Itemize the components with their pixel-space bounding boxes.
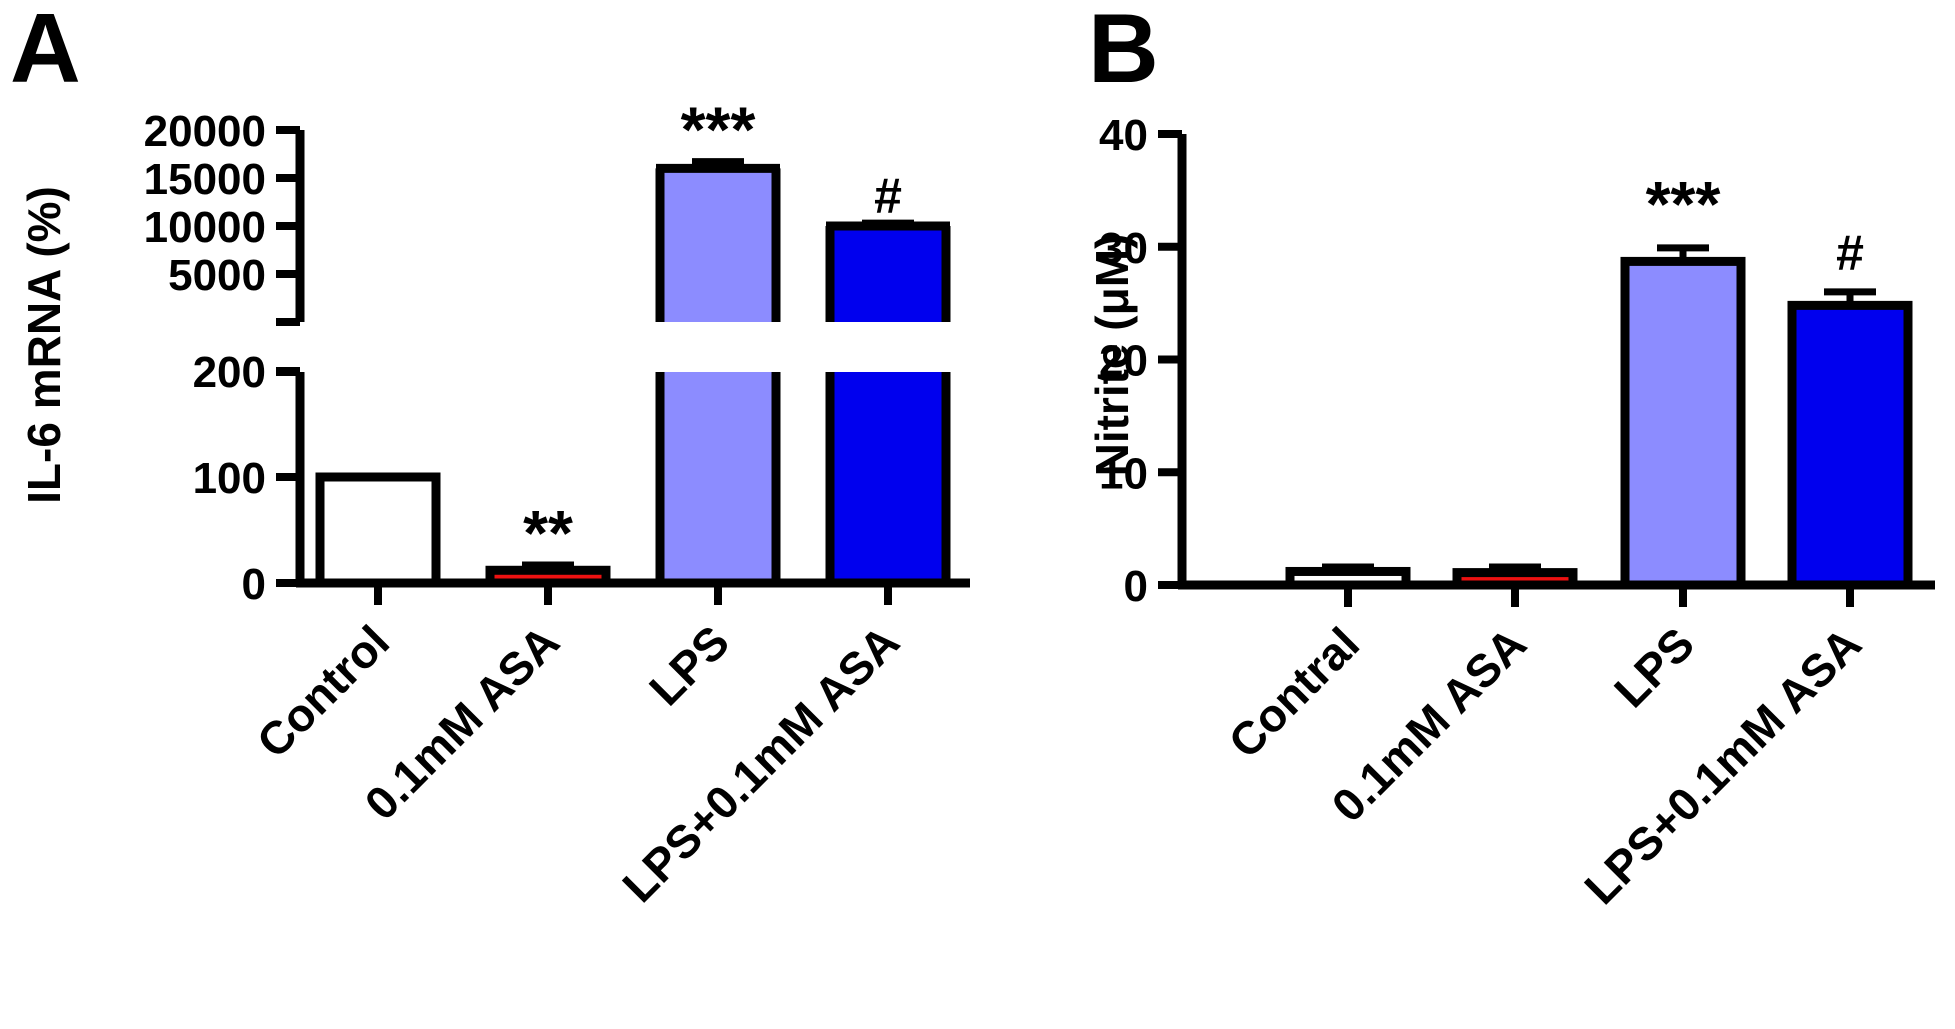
y-axis-label: Nitrite (μM) [1086, 234, 1138, 477]
y-tick-label-15000: 15000 [144, 155, 266, 204]
x-tick-label-lps: LPS [639, 615, 739, 715]
bar-control [315, 472, 441, 588]
y-tick-label-40: 40 [1099, 111, 1148, 160]
x-tick-label-lps: LPS [1604, 617, 1704, 717]
panel-label-a: A [10, 0, 81, 103]
significance-lps-0-1mm-asa: # [1836, 225, 1864, 281]
y-tick-label-0: 0 [1124, 562, 1148, 611]
x-tick-label-control: Control [247, 615, 399, 767]
y-tick-label-20000: 20000 [144, 107, 266, 156]
significance-lps: *** [1646, 168, 1721, 240]
y-axis-label: IL-6 mRNA (%) [18, 186, 70, 504]
x-tick-label-contral: Contral [1218, 617, 1369, 768]
y-tick-label-30: 30 [1099, 224, 1148, 273]
bar-lps-upper [660, 168, 776, 322]
y-tick-label-20: 20 [1099, 337, 1148, 386]
x-tick-label-lps-0-1mm-asa: LPS+0.1mM ASA [1574, 617, 1871, 914]
y-tick-label-5000: 5000 [168, 251, 266, 300]
y-tick-label-0: 0 [242, 560, 266, 609]
significance-lps: *** [681, 94, 756, 166]
bar-lps-0-1mm-asa [1787, 300, 1913, 590]
panel-label-b: B [1088, 0, 1159, 103]
y-tick-label-10000: 10000 [144, 203, 266, 252]
y-tick-label-10: 10 [1099, 449, 1148, 498]
y-tick-label-100: 100 [193, 454, 266, 503]
bar-lps-0-1mm-asa-lower [830, 372, 946, 583]
bar-lps [1620, 256, 1746, 590]
bar-lps-lower [660, 372, 776, 583]
bar-lps-0-1mm-asa-upper [830, 226, 946, 322]
significance-lps-0-1mm-asa: # [874, 168, 902, 224]
y-tick-label-200: 200 [193, 348, 266, 397]
significance-0-1mm-asa: ** [523, 497, 573, 569]
